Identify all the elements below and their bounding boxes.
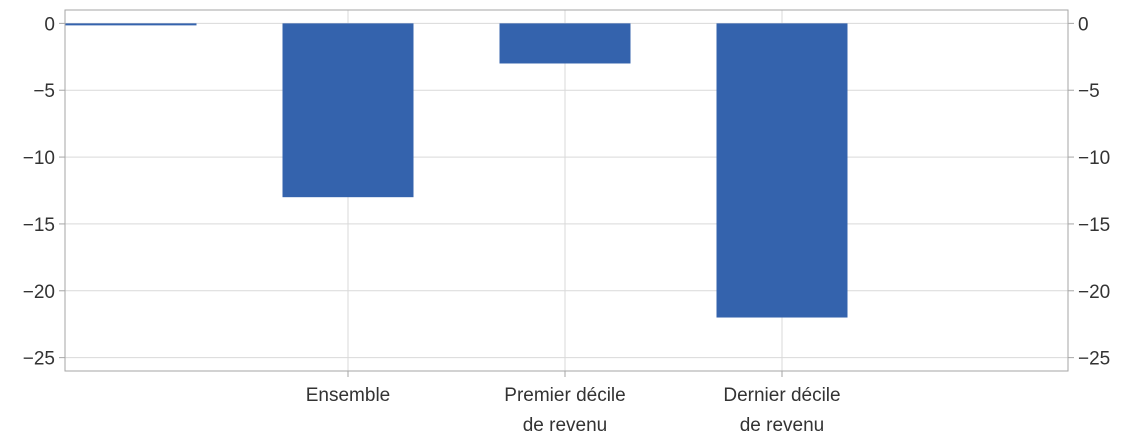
bar [499, 23, 631, 64]
category-label: Ensemble [306, 385, 391, 406]
bar [65, 23, 197, 26]
category-label: de revenu [740, 415, 825, 433]
category-label: de revenu [523, 415, 608, 433]
left-tick-label: −15 [23, 215, 55, 236]
left-tick-label: −20 [23, 282, 55, 303]
bar [282, 23, 414, 198]
left-tick-label: −10 [23, 148, 55, 169]
right-tick-label: −5 [1078, 81, 1100, 102]
plot-frame [64, 9, 1069, 372]
right-tick-label: 0 [1078, 14, 1089, 35]
right-tick-label: −25 [1078, 349, 1110, 370]
bars-layer [65, 23, 848, 318]
right-y-axis: 0 −5 −10 −15 −20 −25 [1068, 14, 1110, 370]
right-tick-label: −15 [1078, 215, 1110, 236]
right-tick-label: −20 [1078, 282, 1110, 303]
left-y-axis: 0 −5 −10 −15 −20 −25 [23, 14, 65, 370]
x-axis: Ensemble Premier décile de revenu Dernier d… [306, 371, 841, 433]
left-tick-label: −5 [33, 81, 55, 102]
bar [716, 23, 848, 318]
left-tick-label: 0 [44, 14, 55, 35]
right-tick-label: −10 [1078, 148, 1110, 169]
category-label: Dernier décile [723, 385, 840, 406]
grid-layer [65, 10, 1068, 371]
left-tick-label: −25 [23, 349, 55, 370]
category-label: Premier décile [504, 385, 625, 406]
